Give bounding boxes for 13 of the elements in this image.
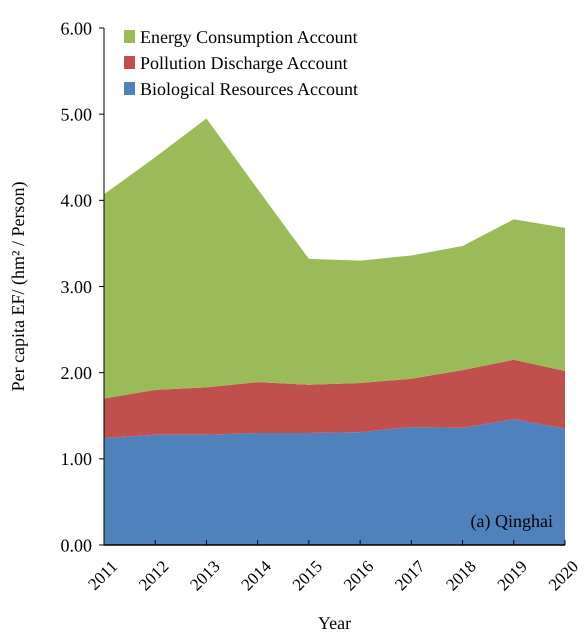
y-axis-title: Per capita EF/ (hm² / Person) <box>8 182 28 392</box>
y-tick-label: 2.00 <box>60 362 92 383</box>
y-tick-label: 1.00 <box>60 449 92 470</box>
x-axis-title: Year <box>318 613 352 633</box>
y-tick-label: 0.00 <box>60 535 92 556</box>
legend-label: Pollution Discharge Account <box>140 52 348 73</box>
annotation: (a) Qinghai <box>470 511 553 531</box>
y-tick-label: 5.00 <box>60 104 92 124</box>
legend-label: Energy Consumption Account <box>140 26 358 47</box>
legend-label: Biological Resources Account <box>140 78 358 99</box>
y-tick-label: 3.00 <box>60 276 92 297</box>
y-tick-label: 4.00 <box>60 190 92 211</box>
y-tick-label: 6.00 <box>60 18 92 38</box>
